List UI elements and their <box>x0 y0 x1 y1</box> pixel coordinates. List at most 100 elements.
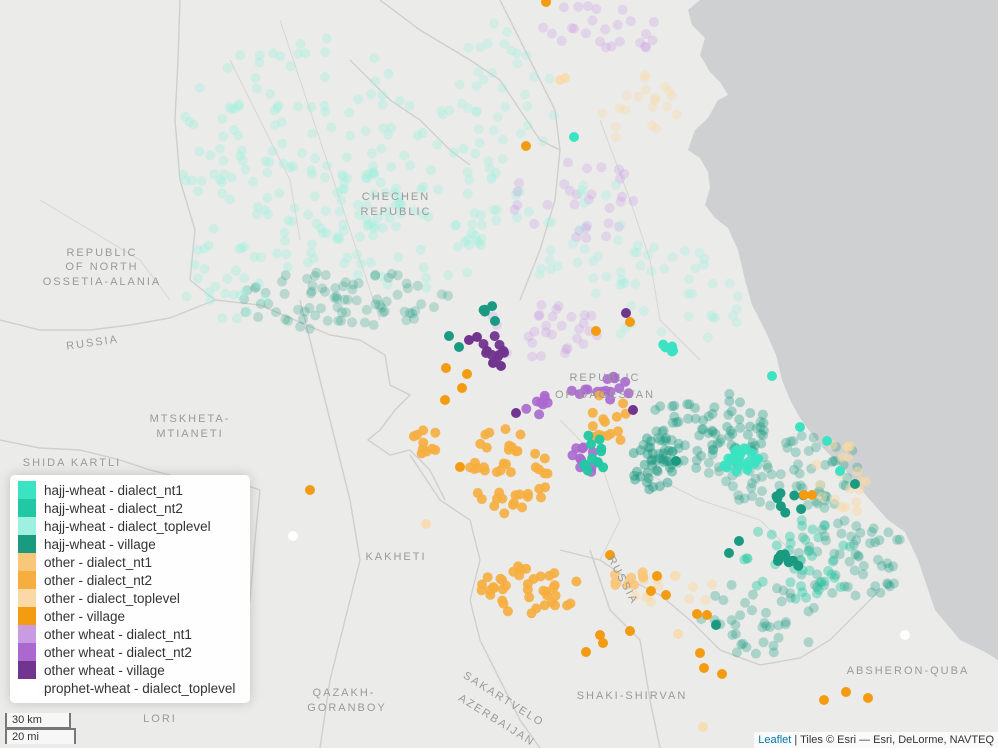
village-marker[interactable] <box>370 299 381 310</box>
village-marker[interactable] <box>547 311 558 322</box>
village-marker[interactable] <box>653 581 664 592</box>
village-marker[interactable] <box>204 287 215 298</box>
village-marker[interactable] <box>578 339 589 349</box>
village-marker[interactable] <box>260 287 271 298</box>
village-marker[interactable] <box>657 426 668 437</box>
village-marker[interactable] <box>476 585 487 596</box>
village-marker[interactable] <box>698 415 709 426</box>
village-marker[interactable] <box>703 428 714 439</box>
village-marker[interactable] <box>556 320 567 331</box>
village-marker[interactable] <box>581 233 592 243</box>
village-marker[interactable] <box>209 169 220 180</box>
village-marker[interactable] <box>381 296 392 307</box>
village-marker[interactable] <box>309 271 320 281</box>
village-marker[interactable] <box>399 306 410 317</box>
village-marker[interactable] <box>642 449 653 460</box>
village-marker[interactable] <box>394 197 405 208</box>
village-marker[interactable] <box>538 585 549 596</box>
village-marker[interactable] <box>233 101 244 111</box>
village-marker[interactable] <box>882 578 893 589</box>
village-marker[interactable] <box>650 92 661 103</box>
village-marker[interactable] <box>353 200 363 210</box>
village-marker[interactable] <box>724 548 734 558</box>
village-marker[interactable] <box>710 312 721 323</box>
village-marker[interactable] <box>501 459 511 470</box>
village-marker[interactable] <box>369 169 380 180</box>
village-marker[interactable] <box>542 468 553 479</box>
village-marker[interactable] <box>495 573 506 584</box>
village-marker[interactable] <box>545 245 556 256</box>
village-marker[interactable] <box>342 252 353 263</box>
village-marker[interactable] <box>799 490 809 500</box>
village-marker[interactable] <box>482 38 493 49</box>
village-marker[interactable] <box>668 345 679 356</box>
village-marker[interactable] <box>380 187 391 198</box>
village-marker[interactable] <box>852 466 863 477</box>
village-marker[interactable] <box>355 231 366 242</box>
village-marker[interactable] <box>853 550 863 561</box>
village-marker[interactable] <box>470 230 481 241</box>
village-marker[interactable] <box>626 300 637 311</box>
village-marker[interactable] <box>306 165 317 176</box>
village-marker[interactable] <box>382 279 393 290</box>
village-marker[interactable] <box>566 385 577 396</box>
village-marker[interactable] <box>687 288 697 299</box>
village-marker[interactable] <box>320 72 330 83</box>
village-marker[interactable] <box>598 414 609 425</box>
village-marker[interactable] <box>508 497 519 508</box>
village-marker[interactable] <box>639 459 650 470</box>
village-marker[interactable] <box>544 73 555 84</box>
village-marker[interactable] <box>399 150 410 161</box>
village-marker[interactable] <box>658 448 669 459</box>
village-marker[interactable] <box>416 184 427 195</box>
village-marker[interactable] <box>836 528 847 539</box>
village-marker[interactable] <box>788 436 799 447</box>
village-marker[interactable] <box>730 619 741 630</box>
village-marker[interactable] <box>615 219 626 230</box>
village-marker[interactable] <box>432 139 443 150</box>
village-marker[interactable] <box>217 188 228 199</box>
village-marker[interactable] <box>254 57 265 68</box>
village-marker[interactable] <box>716 434 726 445</box>
village-marker[interactable] <box>474 237 484 248</box>
village-marker[interactable] <box>215 174 225 185</box>
village-marker[interactable] <box>797 532 808 543</box>
village-marker[interactable] <box>524 592 535 603</box>
village-marker[interactable] <box>637 567 648 578</box>
village-marker[interactable] <box>304 323 315 334</box>
village-marker[interactable] <box>671 456 681 466</box>
village-marker[interactable] <box>563 157 573 168</box>
village-marker[interactable] <box>416 448 427 459</box>
village-marker[interactable] <box>803 446 814 456</box>
village-marker[interactable] <box>355 258 366 269</box>
village-marker[interactable] <box>521 50 532 61</box>
village-marker[interactable] <box>658 435 669 446</box>
village-marker[interactable] <box>691 463 702 473</box>
village-marker[interactable] <box>773 620 784 631</box>
village-marker[interactable] <box>647 102 658 112</box>
village-marker[interactable] <box>619 168 630 179</box>
village-marker[interactable] <box>229 124 239 135</box>
village-marker[interactable] <box>295 321 306 332</box>
village-marker[interactable] <box>664 86 675 97</box>
village-marker[interactable] <box>467 219 478 230</box>
village-marker[interactable] <box>614 383 625 394</box>
village-marker[interactable] <box>778 585 789 596</box>
village-marker[interactable] <box>402 283 413 294</box>
village-marker[interactable] <box>262 192 273 203</box>
village-marker[interactable] <box>203 240 214 251</box>
village-marker[interactable] <box>858 560 869 571</box>
village-marker[interactable] <box>851 535 862 546</box>
village-marker[interactable] <box>336 169 347 180</box>
village-marker[interactable] <box>813 532 824 543</box>
village-marker[interactable] <box>645 442 656 453</box>
village-marker[interactable] <box>660 435 671 446</box>
village-marker[interactable] <box>596 446 607 457</box>
village-marker[interactable] <box>796 431 807 441</box>
village-marker[interactable] <box>850 479 860 489</box>
village-marker[interactable] <box>332 234 342 244</box>
village-marker[interactable] <box>583 430 594 441</box>
village-marker[interactable] <box>534 269 545 280</box>
village-marker[interactable] <box>615 435 626 445</box>
village-marker[interactable] <box>795 422 805 432</box>
